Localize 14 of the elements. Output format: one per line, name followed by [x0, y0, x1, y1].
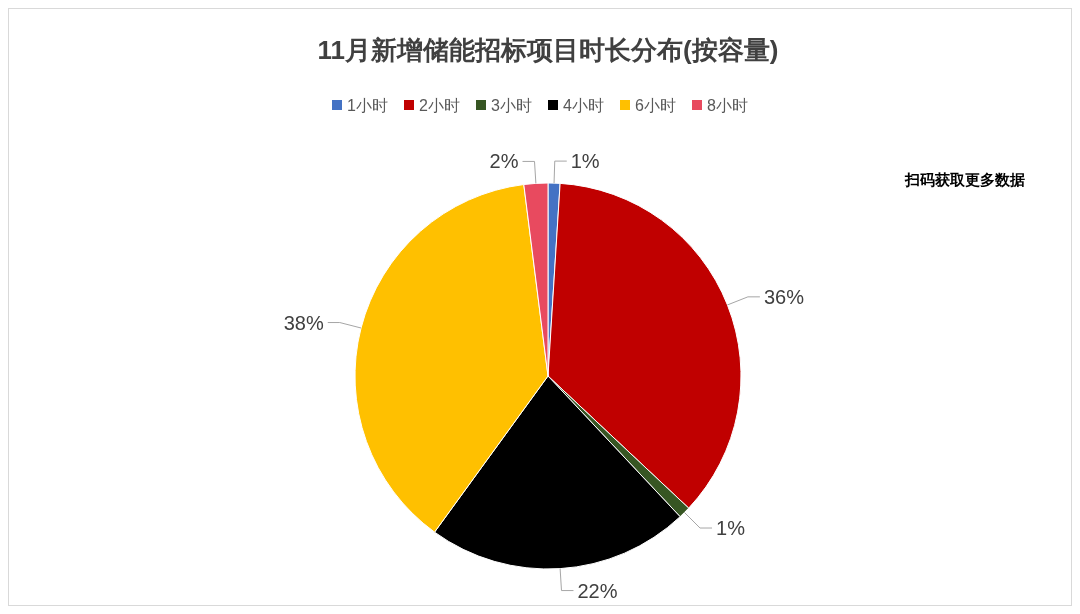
data-label: 1% [716, 517, 746, 540]
legend-label: 8小时 [707, 96, 748, 114]
legend-label: 6小时 [635, 96, 676, 114]
data-label: 1% [570, 150, 600, 173]
text: 扫码获取更多数据 [904, 172, 1025, 189]
legend-label: 2小时 [419, 96, 460, 114]
legend-label: 4小时 [563, 96, 604, 114]
data-label: 2% [489, 150, 519, 173]
data-label: 36% [763, 285, 805, 308]
legend-label: 3小时 [491, 96, 532, 114]
legend-label: 1小时 [347, 96, 388, 114]
data-label: 38% [283, 311, 324, 334]
chart-title: 11月新增储能招标项目时长分布(按容量) [317, 35, 779, 66]
data-label: 22% [577, 579, 618, 602]
